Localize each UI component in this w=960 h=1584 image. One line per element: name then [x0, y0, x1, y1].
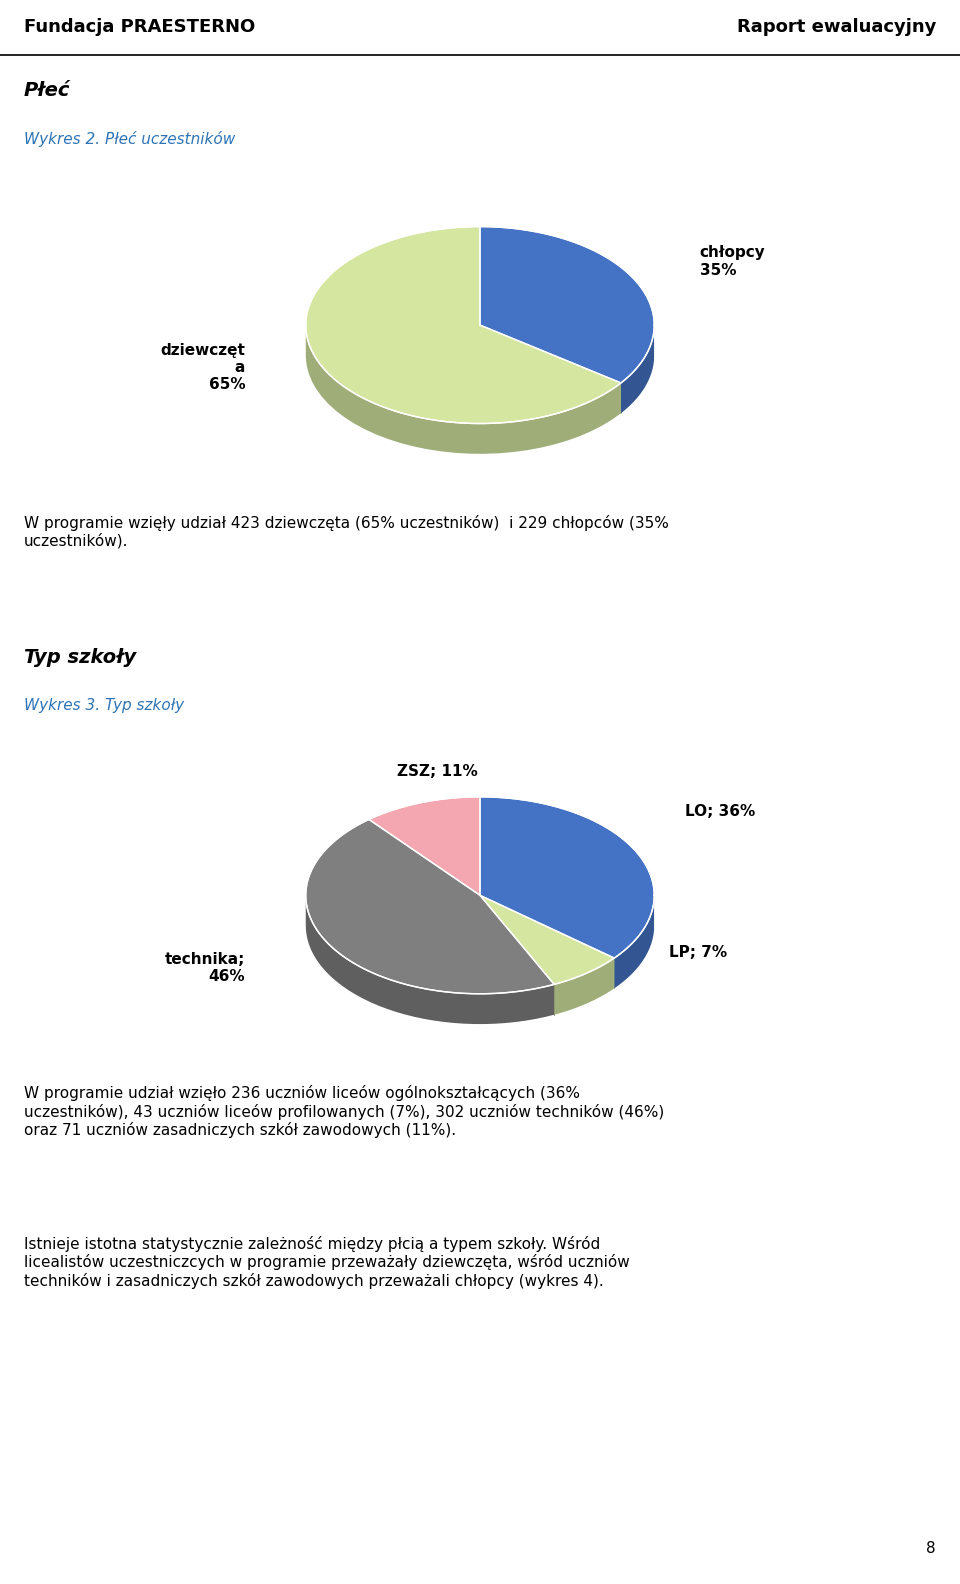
Text: Istnieje istotna statystycznie zależność między płcią a typem szkoły. Wśród
lice: Istnieje istotna statystycznie zależność… [24, 1236, 630, 1289]
Text: technika;
46%: technika; 46% [165, 952, 245, 984]
Text: LP; 7%: LP; 7% [669, 946, 728, 960]
Polygon shape [306, 819, 554, 993]
Polygon shape [554, 958, 614, 1015]
Polygon shape [369, 797, 480, 895]
Text: Wykres 2. Płeć uczestników: Wykres 2. Płeć uczestników [24, 130, 235, 147]
Text: ZSZ; 11%: ZSZ; 11% [396, 763, 477, 779]
Text: Płeć: Płeć [24, 81, 70, 100]
Polygon shape [480, 895, 614, 984]
Text: W programie udział wzięło 236 uczniów liceów ogólnokształcących (36%
uczestników: W programie udział wzięło 236 uczniów li… [24, 1085, 664, 1139]
Polygon shape [306, 326, 621, 455]
Text: 8: 8 [926, 1541, 936, 1555]
Polygon shape [306, 897, 554, 1023]
Polygon shape [306, 227, 621, 423]
Polygon shape [614, 900, 654, 988]
Text: Wykres 3. Typ szkoły: Wykres 3. Typ szkoły [24, 699, 184, 713]
Text: dziewczęt
a
65%: dziewczęt a 65% [160, 342, 245, 393]
Text: Raport ewaluacyjny: Raport ewaluacyjny [736, 17, 936, 36]
Text: Fundacja PRAESTERNO: Fundacja PRAESTERNO [24, 17, 255, 36]
Polygon shape [480, 227, 654, 383]
Text: Typ szkoły: Typ szkoły [24, 648, 136, 667]
Text: chłopcy
35%: chłopcy 35% [700, 246, 765, 277]
Polygon shape [480, 797, 654, 958]
Text: W programie wzięły udział 423 dziewczęta (65% uczestników)  i 229 chłopców (35%
: W programie wzięły udział 423 dziewczęta… [24, 515, 669, 548]
Text: LO; 36%: LO; 36% [684, 805, 755, 819]
Polygon shape [621, 329, 654, 413]
